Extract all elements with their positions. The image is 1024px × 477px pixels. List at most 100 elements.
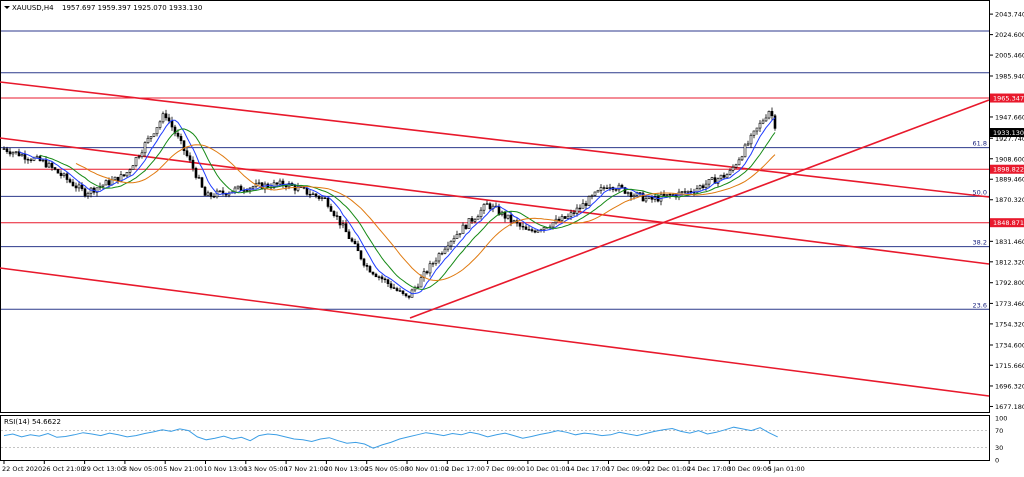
candle-body bbox=[749, 134, 753, 145]
candle-body bbox=[740, 156, 744, 161]
candle-body bbox=[563, 216, 567, 219]
current-price-label: 1933.130 bbox=[993, 129, 1024, 137]
candle-body bbox=[689, 190, 693, 193]
fibonacci-levels bbox=[1, 30, 989, 310]
candle-body bbox=[308, 193, 312, 196]
candle-body bbox=[467, 218, 471, 229]
level-tag bbox=[990, 93, 1024, 103]
candle-body bbox=[488, 203, 492, 210]
candle-body bbox=[341, 223, 345, 226]
candle-body bbox=[137, 156, 141, 158]
candle-body bbox=[377, 276, 381, 278]
time-tick-label: 24 Dec 17:00 bbox=[687, 465, 731, 473]
candle-body bbox=[731, 166, 735, 171]
candle-body bbox=[602, 187, 606, 189]
candle-body bbox=[401, 290, 405, 294]
candle-body bbox=[428, 263, 432, 274]
candle-body bbox=[140, 152, 144, 157]
candle-body bbox=[80, 184, 84, 190]
candle-body bbox=[35, 156, 39, 159]
candle-body bbox=[380, 276, 384, 280]
rsi-tick-label: 100 bbox=[995, 415, 1007, 423]
candle-body bbox=[203, 186, 207, 196]
candle-body bbox=[314, 193, 318, 197]
candle-body bbox=[311, 193, 315, 195]
candle-body bbox=[704, 183, 708, 188]
candle-body bbox=[65, 173, 69, 180]
rsi-tick-label: 0 bbox=[995, 457, 999, 465]
candle-body bbox=[503, 211, 507, 219]
price-tick-label: 2024.600 bbox=[995, 31, 1024, 39]
candle-body bbox=[686, 190, 690, 193]
candle-body bbox=[278, 180, 282, 185]
candle-body bbox=[8, 151, 12, 155]
rsi-indicator: 100 70 30 0 bbox=[1, 415, 1007, 465]
time-tick-label: 17 Dec 09:00 bbox=[607, 465, 651, 473]
candle-body bbox=[329, 206, 333, 212]
candle-body bbox=[458, 233, 462, 235]
candle-body bbox=[209, 192, 213, 197]
time-tick-label: 20 Nov 13:00 bbox=[324, 465, 368, 473]
candle-body bbox=[446, 245, 450, 250]
candle-body bbox=[476, 216, 480, 220]
candle-body bbox=[683, 191, 687, 193]
moving-averages bbox=[18, 117, 776, 295]
candle-body bbox=[593, 191, 597, 196]
time-tick-label: 22 Dec 01:00 bbox=[647, 465, 691, 473]
price-tick-label: 1927.740 bbox=[995, 135, 1024, 143]
candle-body bbox=[455, 234, 459, 239]
candle-body bbox=[752, 130, 756, 136]
rsi-frame bbox=[0, 415, 990, 461]
time-tick-label: 7 Dec 09:00 bbox=[486, 465, 526, 473]
candle-body bbox=[77, 184, 81, 189]
trendline bbox=[0, 81, 990, 198]
level-tag-label: 1965.347 bbox=[993, 95, 1024, 103]
candle-body bbox=[680, 191, 684, 193]
candle-body bbox=[173, 126, 177, 134]
time-tick-label: 13 Nov 05:00 bbox=[244, 465, 288, 473]
candle-body bbox=[647, 196, 651, 199]
price-axis: 2043.7402024.6002005.4601985.9401966.800… bbox=[989, 11, 1024, 411]
price-tick-label: 1870.320 bbox=[995, 196, 1024, 204]
candle-body bbox=[698, 185, 702, 189]
candle-body bbox=[305, 187, 309, 195]
symbol-title: XAUUSD,H4 bbox=[12, 4, 54, 12]
level-tags: 1965.347 61.8 1898.822 50.0 1848.871 38.2 23.6… bbox=[973, 93, 1024, 309]
candle-body bbox=[449, 240, 453, 247]
candle-body bbox=[473, 218, 477, 222]
time-tick-label: 29 Oct 13:00 bbox=[83, 465, 125, 473]
time-tick-label: 10 Nov 13:00 bbox=[204, 465, 248, 473]
candle-body bbox=[587, 196, 591, 206]
candle-body bbox=[509, 214, 513, 223]
price-tick-label: 1677.180 bbox=[995, 403, 1024, 411]
candle-body bbox=[572, 212, 576, 214]
candle-body bbox=[371, 271, 375, 275]
candle-body bbox=[599, 187, 603, 191]
candle-body bbox=[560, 216, 564, 221]
rsi-title: RSI(14) 54.6622 bbox=[4, 418, 61, 426]
price-tick-label: 1985.940 bbox=[995, 72, 1024, 80]
level-tag-label: 1898.822 bbox=[993, 166, 1024, 174]
level-tag bbox=[990, 218, 1024, 228]
candle-body bbox=[641, 192, 645, 202]
candle-body bbox=[419, 277, 423, 288]
candle-body bbox=[74, 185, 78, 189]
candle-body bbox=[86, 192, 90, 197]
dropdown-triangle-icon[interactable] bbox=[4, 6, 10, 9]
price-tick-label: 2043.740 bbox=[995, 11, 1024, 19]
candle-body bbox=[320, 197, 324, 199]
price-tick-label: 1831.460 bbox=[995, 238, 1024, 246]
candle-body bbox=[155, 127, 159, 135]
candle-body bbox=[29, 159, 33, 161]
candle-body bbox=[161, 113, 165, 123]
candle-body bbox=[152, 133, 156, 137]
candle-body bbox=[221, 190, 225, 194]
fib-label: 38.2 bbox=[973, 239, 987, 247]
candle-body bbox=[734, 164, 738, 168]
candle-body bbox=[701, 185, 705, 188]
candle-body bbox=[275, 182, 279, 185]
candle-body bbox=[722, 174, 726, 178]
candle-body bbox=[206, 192, 210, 196]
